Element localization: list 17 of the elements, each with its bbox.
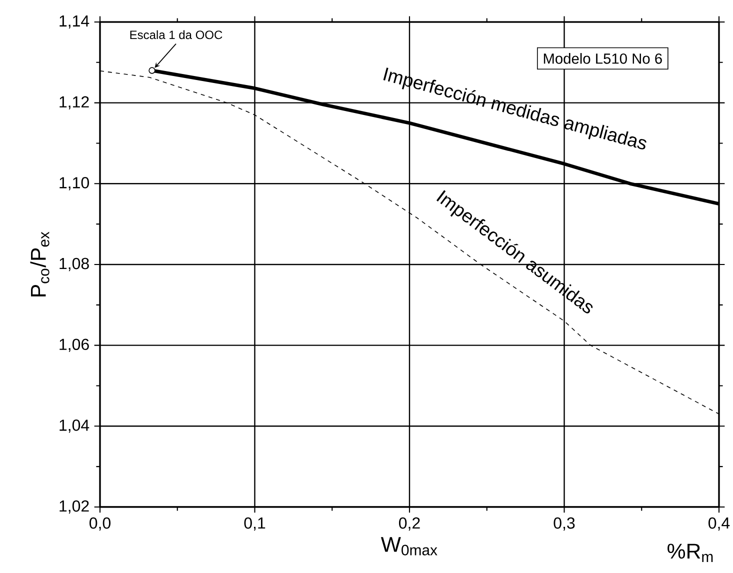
text: %R$_{m}$ bbox=[668, 544, 713, 562]
y-tick-label: 1,08 bbox=[60, 258, 89, 272]
y-tick-label: 1,12 bbox=[60, 96, 89, 110]
x-tick-label: 0,1 bbox=[244, 517, 266, 531]
y-tick-label: 1,14 bbox=[60, 15, 90, 29]
annotation: Escala 1 da OOC bbox=[130, 30, 222, 40]
annotation: Modelo L510 No 6 bbox=[544, 53, 662, 64]
y-tick-label: 1,10 bbox=[60, 177, 89, 190]
x-tick-label: 0,3 bbox=[554, 517, 575, 531]
x-tick-label: 0,0 bbox=[90, 517, 111, 531]
x-tick-label: 0,4 bbox=[708, 517, 730, 531]
y-tick-label: 1,02 bbox=[60, 500, 89, 514]
y-tick-label: 1,06 bbox=[60, 338, 89, 352]
x-axis-title: W$_{0max}$ bbox=[380, 537, 438, 556]
x-tick-label: 0,2 bbox=[399, 517, 420, 531]
y-tick-label: 1,04 bbox=[60, 420, 90, 433]
y-axis-title: P$_{co}$/P$_{ex}$ bbox=[30, 232, 50, 296]
